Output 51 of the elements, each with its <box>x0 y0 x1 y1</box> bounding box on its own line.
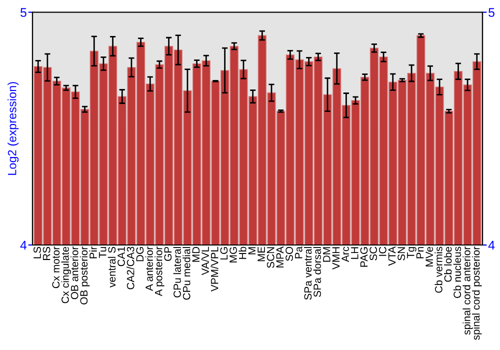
x-tick-label: SN <box>398 247 406 260</box>
x-tick-label: SC <box>370 246 377 260</box>
x-tick-label: ventral S <box>108 246 116 288</box>
x-tick-label: MVe <box>426 246 434 266</box>
x-tick-label: CPu lateral <box>173 247 181 298</box>
x-tick-label: LG <box>220 247 228 260</box>
x-tick-label: VMH <box>332 247 340 270</box>
x-tick-label: CA2/CA3 <box>126 246 134 290</box>
x-tick-label: LS <box>34 246 41 258</box>
x-tick-label: VPM/VPL <box>210 246 218 292</box>
x-tick-label: DM <box>323 247 330 262</box>
x-tick-label: MG <box>230 247 237 262</box>
x-tick-label: LH <box>351 247 358 259</box>
x-tick-label: spinal cord anterior <box>462 246 472 335</box>
x-tick-label: IC <box>378 246 386 256</box>
x-tick-label: OB anterior <box>70 246 78 300</box>
y2-tick-label: 5 <box>488 8 494 17</box>
y-axis-title: Log2 (expression) <box>8 82 19 175</box>
x-tick-label: CPu medial <box>182 247 190 300</box>
x-tick-label: GP <box>164 246 172 261</box>
x-tick-label: Cb vermis <box>434 246 442 293</box>
x-tick-label: Arc <box>342 246 349 262</box>
x-tick-label: SPa dorsal <box>313 247 321 297</box>
x-tick-label: CA1 <box>118 246 125 266</box>
x-tick-label: OB posterior <box>80 246 90 304</box>
x-tick-label: spinal cord posterior <box>472 246 482 340</box>
x-tick-label: Cx motor <box>52 246 60 288</box>
x-tick-label: Cb lobe <box>444 246 452 282</box>
x-tick-label: PAG <box>360 247 368 267</box>
x-tick-label: Cx cingulate <box>61 246 71 304</box>
x-tick-label: Tu <box>98 247 106 258</box>
x-tick-label: SO <box>286 246 293 261</box>
x-tick-label: RS <box>42 246 50 260</box>
x-tick-label: M <box>248 247 256 254</box>
x-tick-label: Tg <box>407 247 416 258</box>
x-tick-label: DG <box>136 247 144 262</box>
x-tick-label: Pn <box>416 247 424 258</box>
x-tick-label: A anterior <box>145 246 153 291</box>
x-tick-label: SCN <box>266 247 274 268</box>
x-tick-label: Hb <box>238 246 246 259</box>
x-tick-label: Cb nucleus <box>453 246 462 298</box>
x-tick-label: A posterior <box>154 246 164 296</box>
x-tick-label: MPA <box>276 246 284 268</box>
x-tick-label: SPa ventral <box>304 247 312 300</box>
x-tick-label: Pir <box>89 246 97 258</box>
x-tick-label: VTA <box>388 246 396 266</box>
x-tick-label: Pa <box>295 246 302 258</box>
x-tick-label: ME <box>258 246 265 262</box>
x-tick-label: MD <box>192 246 200 262</box>
y2-tick-label: 4 <box>488 240 495 250</box>
x-tick-label: VA/VL <box>201 246 209 276</box>
